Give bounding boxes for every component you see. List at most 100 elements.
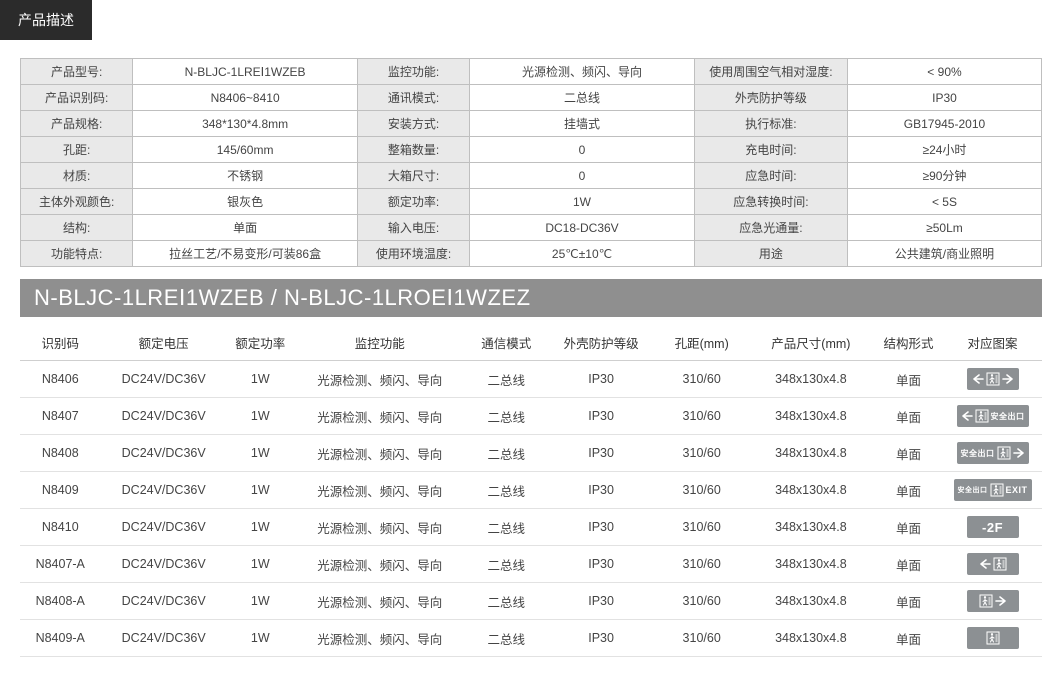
cell-volt: DC24V/DC36V: [100, 509, 226, 546]
table-row: N8407DC24V/DC36V1W光源检测、频闪、导向二总线IP30310/6…: [20, 398, 1042, 435]
band-title-text: N-BLJC-1LREⅠ1WZEB / N-BLJC-1LROEⅠ1WZEZ: [34, 285, 531, 310]
table-row: N8407-ADC24V/DC36V1W光源检测、频闪、导向二总线IP30310…: [20, 546, 1042, 583]
cell-comm: 二总线: [466, 435, 546, 472]
spec-row: 功能特点:拉丝工艺/不易变形/可装86盒使用环境温度:25℃±10℃用途公共建筑…: [21, 241, 1042, 267]
spec-value-flux: ≥50Lm: [847, 215, 1041, 241]
cell-id: N8407: [20, 398, 100, 435]
cell-struc: 单面: [874, 361, 943, 398]
cell-pow: 1W: [227, 435, 294, 472]
exit-sign-icon: [967, 368, 1019, 390]
spec-value-boxqty: 0: [470, 137, 695, 163]
table-row: N8408DC24V/DC36V1W光源检测、频闪、导向二总线IP30310/6…: [20, 435, 1042, 472]
cell-mon: 光源检测、频闪、导向: [294, 546, 466, 583]
variant-list-table: 识别码 额定电压 额定功率 监控功能 通信模式 外壳防护等级 孔距(mm) 产品…: [20, 325, 1042, 657]
cell-ip: IP30: [546, 398, 655, 435]
spec-value-envtemp: 25℃±10℃: [470, 241, 695, 267]
list-header-power: 额定功率: [227, 325, 294, 361]
spec-label-idcode: 产品识别码:: [21, 85, 133, 111]
cell-sign: -2F: [943, 509, 1042, 546]
spec-table: 产品型号:N-BLJC-1LREⅠ1WZEB监控功能:光源检测、频闪、导向使用周…: [20, 58, 1042, 267]
list-header-row: 识别码 额定电压 额定功率 监控功能 通信模式 外壳防护等级 孔距(mm) 产品…: [20, 325, 1042, 361]
cell-dim: 348x130x4.8: [748, 472, 874, 509]
spec-label-switch: 应急转换时间:: [694, 189, 847, 215]
list-header-hole: 孔距(mm): [656, 325, 748, 361]
list-header-sign: 对应图案: [943, 325, 1042, 361]
spec-label-feature: 功能特点:: [21, 241, 133, 267]
spec-label-rated: 额定功率:: [357, 189, 469, 215]
list-header-struc: 结构形式: [874, 325, 943, 361]
cell-mon: 光源检测、频闪、导向: [294, 509, 466, 546]
spec-value-comm: 二总线: [470, 85, 695, 111]
spec-label-shell: 外壳防护等级: [694, 85, 847, 111]
cell-struc: 单面: [874, 583, 943, 620]
cell-struc: 单面: [874, 620, 943, 657]
cell-mon: 光源检测、频闪、导向: [294, 583, 466, 620]
spec-value-material: 不锈钢: [133, 163, 358, 189]
spec-value-structure: 单面: [133, 215, 358, 241]
cell-comm: 二总线: [466, 361, 546, 398]
cell-ip: IP30: [546, 509, 655, 546]
cell-mon: 光源检测、频闪、导向: [294, 398, 466, 435]
exit-sign-icon: 安全出口: [957, 442, 1029, 464]
cell-struc: 单面: [874, 398, 943, 435]
cell-mon: 光源检测、频闪、导向: [294, 435, 466, 472]
spec-label-hole: 孔距:: [21, 137, 133, 163]
cell-id: N8409-A: [20, 620, 100, 657]
cell-volt: DC24V/DC36V: [100, 546, 226, 583]
spec-row: 产品规格:348*130*4.8mm安装方式:挂墙式执行标准:GB17945-2…: [21, 111, 1042, 137]
spec-value-monitor: 光源检测、频闪、导向: [470, 59, 695, 85]
cell-comm: 二总线: [466, 398, 546, 435]
spec-label-install: 安装方式:: [357, 111, 469, 137]
cell-id: N8407-A: [20, 546, 100, 583]
list-header-volt: 额定电压: [100, 325, 226, 361]
cell-sign: 安全出口: [943, 398, 1042, 435]
cell-ip: IP30: [546, 361, 655, 398]
spec-value-feature: 拉丝工艺/不易变形/可装86盒: [133, 241, 358, 267]
spec-value-rated: 1W: [470, 189, 695, 215]
spec-value-install: 挂墙式: [470, 111, 695, 137]
spec-label-flux: 应急光通量:: [694, 215, 847, 241]
exit-sign-icon: 安全出口: [957, 405, 1029, 427]
cell-hole: 310/60: [656, 583, 748, 620]
spec-label-inputv: 输入电压:: [357, 215, 469, 241]
cell-dim: 348x130x4.8: [748, 435, 874, 472]
cell-pow: 1W: [227, 472, 294, 509]
cell-id: N8408: [20, 435, 100, 472]
spec-label-emergency: 应急时间:: [694, 163, 847, 189]
cell-dim: 348x130x4.8: [748, 509, 874, 546]
cell-ip: IP30: [546, 435, 655, 472]
cell-pow: 1W: [227, 361, 294, 398]
cell-comm: 二总线: [466, 583, 546, 620]
cell-id: N8409: [20, 472, 100, 509]
spec-value-usage: 公共建筑/商业照明: [847, 241, 1041, 267]
cell-id: N8410: [20, 509, 100, 546]
cell-pow: 1W: [227, 620, 294, 657]
cell-id: N8408-A: [20, 583, 100, 620]
exit-sign-icon: [967, 627, 1019, 649]
cell-hole: 310/60: [656, 620, 748, 657]
cell-volt: DC24V/DC36V: [100, 435, 226, 472]
cell-hole: 310/60: [656, 361, 748, 398]
spec-value-emergency: ≥90分钟: [847, 163, 1041, 189]
cell-volt: DC24V/DC36V: [100, 398, 226, 435]
cell-ip: IP30: [546, 583, 655, 620]
exit-sign-icon: [967, 553, 1019, 575]
cell-ip: IP30: [546, 620, 655, 657]
cell-pow: 1W: [227, 546, 294, 583]
spec-value-inputv: DC18-DC36V: [470, 215, 695, 241]
spec-label-humidity: 使用周围空气相对湿度:: [694, 59, 847, 85]
cell-volt: DC24V/DC36V: [100, 620, 226, 657]
cell-struc: 单面: [874, 509, 943, 546]
cell-sign: [943, 583, 1042, 620]
spec-value-color: 银灰色: [133, 189, 358, 215]
list-header-dim: 产品尺寸(mm): [748, 325, 874, 361]
cell-dim: 348x130x4.8: [748, 398, 874, 435]
table-row: N8410DC24V/DC36V1W光源检测、频闪、导向二总线IP30310/6…: [20, 509, 1042, 546]
cell-struc: 单面: [874, 546, 943, 583]
cell-mon: 光源检测、频闪、导向: [294, 620, 466, 657]
cell-comm: 二总线: [466, 620, 546, 657]
exit-sign-icon: -2F: [967, 516, 1019, 538]
cell-volt: DC24V/DC36V: [100, 472, 226, 509]
spec-label-std: 执行标准:: [694, 111, 847, 137]
spec-label-model: 产品型号:: [21, 59, 133, 85]
